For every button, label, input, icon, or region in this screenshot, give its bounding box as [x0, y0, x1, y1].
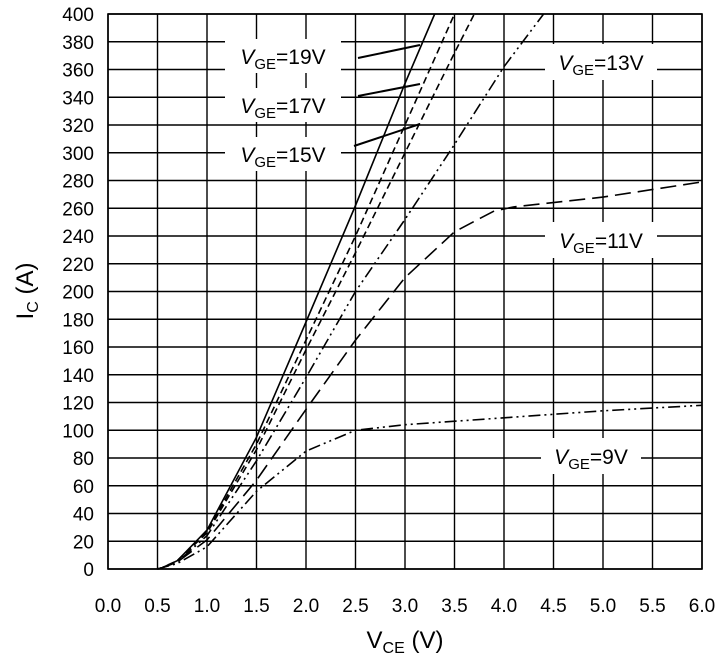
x-tick-label: 4.0 [491, 596, 517, 617]
curve-label-value: =15V [276, 144, 326, 167]
x-tick-label: 1.5 [243, 596, 269, 617]
curve-label-text: VGE=11V [559, 230, 643, 257]
label-leader-line [357, 44, 421, 59]
y-axis-title-sub: C [25, 301, 42, 313]
curves [157, 13, 703, 570]
y-tick-label: 220 [62, 255, 94, 276]
curve-label-background [225, 39, 341, 73]
curve-label-value: =9V [590, 446, 628, 469]
x-tick-label: 5.0 [590, 596, 616, 617]
curve-label-text: VGE=13V [558, 52, 643, 79]
curve-label-background [545, 222, 657, 258]
x-tick-label: 0.0 [95, 596, 121, 617]
x-axis-title-unit: (V) [405, 627, 444, 654]
x-tick-label: 3.5 [441, 596, 467, 617]
curve-label-background [541, 438, 641, 474]
series-line-9v [157, 404, 703, 570]
curve-label-text: VGE=9V [554, 446, 628, 473]
curve-label-sub: GE [254, 154, 276, 171]
x-tick-label: 2.0 [293, 596, 319, 617]
curve-label-sub: GE [572, 62, 594, 79]
y-axis-title-unit: (A) [12, 263, 39, 302]
x-tick-label: 1.0 [194, 596, 220, 617]
x-tick-label: 0.5 [144, 596, 170, 617]
label-leader-line [353, 123, 421, 147]
x-axis-title-sub: CE [383, 640, 405, 657]
curve-label-sub: GE [573, 240, 595, 257]
curve-label-value: =19V [276, 46, 326, 69]
curve-label-sub: GE [568, 456, 590, 473]
y-tick-label: 200 [62, 283, 94, 304]
curve-label-text: VGE=17V [240, 95, 325, 122]
plot-frame [107, 13, 703, 570]
y-tick-label: 40 [73, 505, 94, 526]
y-tick-label: 80 [73, 449, 94, 470]
x-tick-label: 5.5 [639, 596, 665, 617]
y-tick-label: 0 [83, 560, 94, 581]
curve-label-text: VGE=19V [240, 46, 325, 73]
grid-lines [107, 13, 703, 570]
curve-label-text: VGE=15V [240, 144, 325, 171]
x-axis-title-main: V [367, 627, 383, 654]
y-tick-label: 400 [62, 5, 94, 26]
y-tick-label: 260 [62, 199, 94, 220]
y-tick-label: 340 [62, 88, 94, 109]
series-line-11v [157, 181, 703, 570]
curve-label-11v: VGE=11V [545, 222, 657, 258]
curve-label-15v: VGE=15V [225, 137, 341, 171]
curve-label-value: =13V [594, 52, 644, 75]
x-tick-label: 6.0 [689, 596, 715, 617]
curve-label-main: V [554, 446, 570, 469]
y-tick-label: 320 [62, 116, 94, 137]
curve-label-main: V [240, 46, 256, 69]
y-tick-label: 240 [62, 227, 94, 248]
curve-label-value: =17V [276, 95, 326, 118]
curve-label-value: =11V [595, 230, 643, 253]
y-tick-labels: 0 20 40 60 80 100 120 140 160 180 200 220 240 260 280 3… [62, 5, 94, 581]
leader-lines [353, 44, 421, 147]
series-line-17v [157, 13, 456, 570]
y-tick-label: 180 [62, 310, 94, 331]
curve-label-sub: GE [254, 56, 276, 73]
y-tick-label: 100 [62, 421, 94, 442]
y-tick-label: 20 [73, 532, 94, 553]
y-tick-label: 120 [62, 394, 94, 415]
y-axis-title-main: I [12, 313, 39, 320]
curve-label-13v: VGE=13V [545, 44, 657, 80]
y-tick-label: 300 [62, 144, 94, 165]
x-tick-labels: 0.0 0.5 1.0 1.5 2.0 2.5 3.0 3.5 4.0 4.5 5.0 5.5 6.0 [95, 596, 715, 617]
curve-label-background [225, 137, 341, 171]
curve-label-sub: GE [254, 105, 276, 122]
curve-label-main: V [558, 52, 574, 75]
y-axis-title: IC (A) [12, 263, 42, 320]
curve-label-19v: VGE=19V [225, 39, 341, 73]
curve-label-9v: VGE=9V [541, 438, 641, 474]
label-leader-line [357, 83, 421, 97]
series-line-13v [157, 13, 545, 570]
curve-label-main: V [240, 95, 256, 118]
curve-labels: VGE=19VVGE=17VVGE=15VVGE=13VVGE=11VVGE=9… [225, 39, 657, 474]
curve-label-main: V [240, 144, 256, 167]
curve-label-17v: VGE=17V [225, 88, 341, 122]
curve-label-main: V [559, 230, 575, 253]
curve-label-background [545, 44, 657, 80]
y-tick-label: 380 [62, 33, 94, 54]
y-tick-label: 160 [62, 338, 94, 359]
y-tick-label: 140 [62, 366, 94, 387]
x-tick-label: 3.0 [392, 596, 418, 617]
curve-label-background [225, 88, 341, 122]
y-tick-label: 360 [62, 61, 94, 82]
x-axis-title: VCE (V) [367, 627, 444, 657]
x-tick-label: 4.5 [540, 596, 566, 617]
x-tick-label: 2.5 [342, 596, 368, 617]
y-tick-label: 60 [73, 477, 94, 498]
y-tick-label: 280 [62, 172, 94, 193]
